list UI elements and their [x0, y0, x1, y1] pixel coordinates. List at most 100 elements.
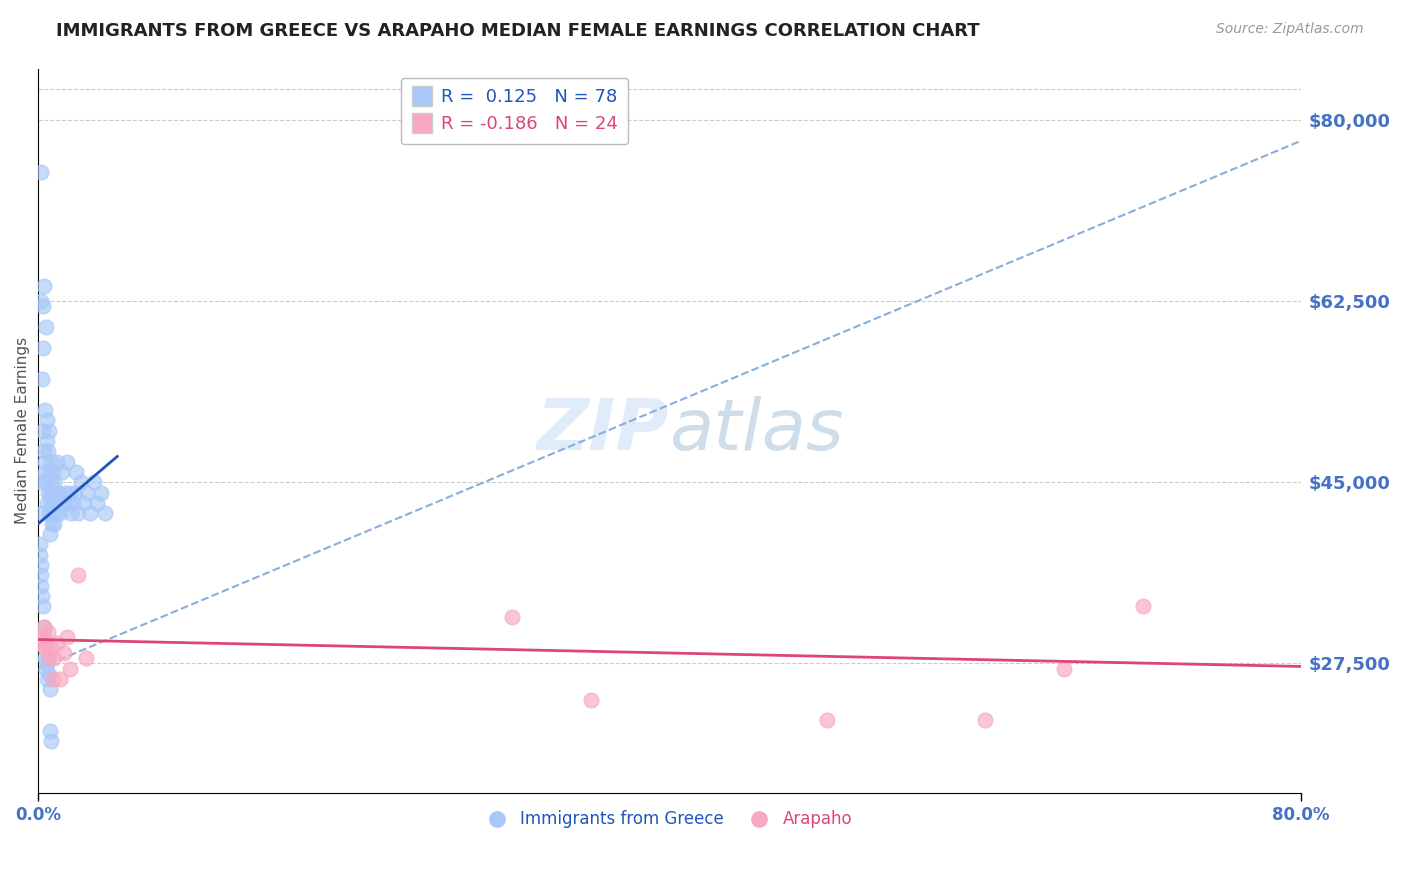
Point — [30, 631, 52, 645]
Point — [39, 527, 62, 541]
Point — [52, 646, 75, 660]
Point — [31, 372, 53, 386]
Point — [35, 635, 58, 649]
Point — [41, 485, 63, 500]
Point — [38, 682, 60, 697]
Point — [28, 537, 51, 551]
Point — [39, 475, 62, 490]
Point — [42, 496, 65, 510]
Point — [59, 485, 82, 500]
Point — [35, 434, 58, 448]
Text: IMMIGRANTS FROM GREECE VS ARAPAHO MEDIAN FEMALE EARNINGS CORRELATION CHART: IMMIGRANTS FROM GREECE VS ARAPAHO MEDIAN… — [56, 22, 980, 40]
Point — [39, 640, 62, 655]
Point — [31, 599, 53, 614]
Point — [39, 496, 62, 510]
Point — [46, 455, 69, 469]
Point — [35, 475, 58, 490]
Point — [65, 465, 87, 479]
Point — [34, 465, 56, 479]
Point — [38, 465, 60, 479]
Point — [55, 631, 77, 645]
Point — [30, 558, 52, 572]
Point — [51, 465, 73, 479]
Point — [55, 455, 77, 469]
Point — [31, 341, 53, 355]
Point — [579, 692, 602, 706]
Point — [31, 635, 53, 649]
Point — [45, 506, 67, 520]
Point — [83, 475, 105, 490]
Point — [93, 506, 115, 520]
Point — [41, 672, 63, 686]
Point — [63, 485, 86, 500]
Point — [37, 625, 59, 640]
Point — [79, 506, 101, 520]
Point — [32, 631, 55, 645]
Point — [32, 620, 55, 634]
Point — [38, 651, 60, 665]
Legend: Immigrants from Greece, Arapaho: Immigrants from Greece, Arapaho — [481, 804, 859, 835]
Point — [42, 516, 65, 531]
Point — [501, 609, 523, 624]
Point — [38, 666, 60, 681]
Point — [52, 496, 75, 510]
Point — [32, 300, 55, 314]
Point — [35, 661, 58, 675]
Point — [37, 651, 59, 665]
Point — [30, 165, 52, 179]
Point — [35, 672, 58, 686]
Point — [59, 661, 82, 675]
Point — [31, 294, 53, 309]
Point — [34, 278, 56, 293]
Point — [38, 424, 60, 438]
Point — [75, 651, 97, 665]
Point — [46, 635, 69, 649]
Point — [49, 672, 72, 686]
Point — [66, 506, 89, 520]
Point — [37, 496, 59, 510]
Point — [41, 506, 63, 520]
Point — [66, 568, 89, 582]
Point — [34, 403, 56, 417]
Point — [38, 485, 60, 500]
Point — [62, 496, 84, 510]
Text: Source: ZipAtlas.com: Source: ZipAtlas.com — [1216, 22, 1364, 37]
Point — [90, 485, 112, 500]
Point — [32, 620, 55, 634]
Point — [38, 506, 60, 520]
Point — [32, 631, 55, 645]
Point — [42, 465, 65, 479]
Point — [1053, 661, 1076, 675]
Point — [32, 444, 55, 458]
Y-axis label: Median Female Earnings: Median Female Earnings — [15, 337, 30, 524]
Point — [34, 651, 56, 665]
Point — [37, 444, 59, 458]
Point — [49, 506, 72, 520]
Point — [34, 640, 56, 655]
Point — [30, 568, 52, 582]
Point — [32, 424, 55, 438]
Point — [41, 734, 63, 748]
Point — [815, 713, 838, 727]
Point — [76, 485, 98, 500]
Point — [44, 485, 66, 500]
Point — [45, 496, 67, 510]
Point — [53, 485, 76, 500]
Point — [41, 516, 63, 531]
Point — [39, 723, 62, 738]
Point — [35, 413, 58, 427]
Point — [48, 485, 70, 500]
Text: ZIP: ZIP — [537, 396, 669, 465]
Point — [1132, 599, 1154, 614]
Point — [31, 589, 53, 603]
Point — [37, 657, 59, 671]
Point — [31, 506, 53, 520]
Point — [70, 475, 93, 490]
Point — [30, 548, 52, 562]
Point — [39, 455, 62, 469]
Point — [73, 496, 96, 510]
Point — [58, 496, 80, 510]
Point — [974, 713, 997, 727]
Point — [86, 496, 108, 510]
Point — [42, 651, 65, 665]
